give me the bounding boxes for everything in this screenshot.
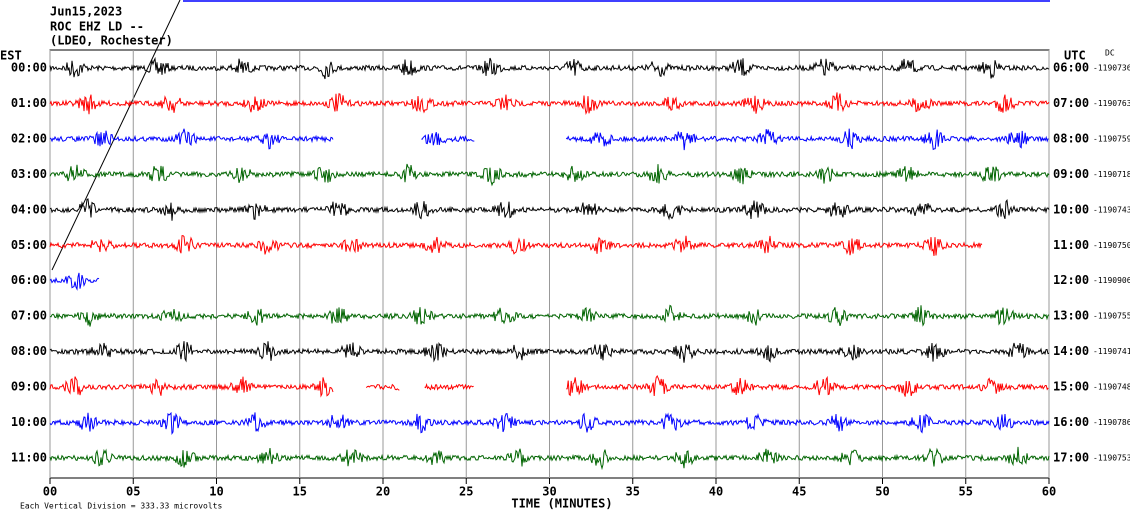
decor-line: [51, 0, 181, 271]
trace: [49, 128, 334, 150]
dc-value: -1190906: [1093, 276, 1130, 285]
dc-label: DC: [1105, 49, 1115, 58]
est-label: 09:00: [11, 380, 47, 394]
trace: [566, 374, 1049, 397]
trace: [49, 198, 1050, 221]
trace: [365, 383, 400, 391]
right-axis-label: UTC: [1064, 49, 1086, 63]
x-tick-label: 30: [542, 485, 556, 499]
dc-value: -1190755: [1093, 312, 1130, 321]
est-label: 10:00: [11, 415, 47, 429]
x-tick-label: 25: [459, 485, 473, 499]
est-label: 05:00: [11, 238, 47, 252]
utc-label: 16:00: [1053, 415, 1089, 429]
x-tick-label: 10: [209, 485, 223, 499]
x-tick-label: 35: [626, 485, 640, 499]
utc-label: 14:00: [1053, 344, 1089, 358]
trace: [565, 128, 1049, 151]
x-tick-label: 45: [792, 485, 806, 499]
footnote: Each Vertical Division = 333.33 microvol…: [20, 502, 222, 511]
title-line: (LDEO, Rochester): [50, 34, 173, 48]
dc-value: -1190736: [1093, 64, 1130, 73]
utc-label: 11:00: [1053, 238, 1089, 252]
dc-value: -1190763: [1093, 99, 1130, 108]
dc-value: -1190753: [1093, 453, 1130, 462]
dc-value: -1190750: [1093, 241, 1130, 250]
dc-value: -1190718: [1093, 170, 1130, 179]
trace: [424, 383, 474, 391]
est-label: 11:00: [11, 450, 47, 464]
trace: [49, 341, 1050, 363]
x-tick-label: 00: [43, 485, 57, 499]
utc-label: 07:00: [1053, 96, 1089, 110]
est-label: 06:00: [11, 273, 47, 287]
est-label: 02:00: [11, 131, 47, 145]
est-label: 07:00: [11, 309, 47, 323]
utc-label: 09:00: [1053, 167, 1089, 181]
trace: [421, 132, 475, 146]
left-axis-label: EST: [0, 49, 22, 63]
est-label: 01:00: [11, 96, 47, 110]
x-tick-label: 20: [376, 485, 390, 499]
trace: [49, 92, 1050, 116]
trace: [49, 235, 983, 256]
dc-value: -1190741: [1093, 347, 1130, 356]
trace: [49, 376, 334, 398]
trace: [49, 304, 1050, 327]
dc-value: -1190748: [1093, 383, 1130, 392]
x-tick-label: 55: [959, 485, 973, 499]
dc-value: -1190743: [1093, 205, 1130, 214]
title-line: Jun15,2023: [50, 5, 122, 19]
utc-label: 17:00: [1053, 450, 1089, 464]
utc-label: 08:00: [1053, 131, 1089, 145]
est-label: 00:00: [11, 61, 47, 75]
trace: [49, 411, 1050, 436]
utc-label: 06:00: [1053, 61, 1089, 75]
trace: [49, 163, 1050, 187]
utc-label: 12:00: [1053, 273, 1089, 287]
est-label: 08:00: [11, 344, 47, 358]
x-tick-label: 60: [1042, 485, 1056, 499]
utc-label: 13:00: [1053, 309, 1089, 323]
utc-label: 15:00: [1053, 380, 1089, 394]
dc-value: -1190759: [1093, 134, 1130, 143]
title-line: ROC EHZ LD --: [50, 20, 144, 34]
x-axis-label: TIME (MINUTES): [511, 497, 612, 511]
utc-label: 10:00: [1053, 202, 1089, 216]
x-tick-label: 50: [875, 485, 889, 499]
trace: [49, 272, 100, 291]
x-tick-label: 05: [126, 485, 140, 499]
est-label: 03:00: [11, 167, 47, 181]
est-label: 04:00: [11, 202, 47, 216]
x-tick-label: 40: [709, 485, 723, 499]
x-tick-label: 15: [293, 485, 307, 499]
trace: [49, 56, 1050, 80]
dc-value: -1190786: [1093, 418, 1130, 427]
trace: [49, 446, 1050, 471]
